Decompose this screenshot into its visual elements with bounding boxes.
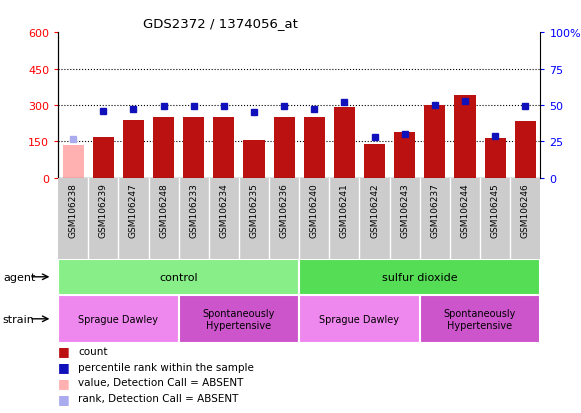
Bar (183, 118, 205, 178)
Text: GSM106236: GSM106236 (279, 183, 289, 237)
Text: sulfur dioxide: sulfur dioxide (382, 272, 458, 282)
Text: strain: strain (3, 314, 35, 324)
Text: GSM106247: GSM106247 (129, 183, 138, 237)
Text: GSM106245: GSM106245 (490, 183, 500, 237)
Bar (515, 121, 536, 178)
Bar (299, 259, 540, 295)
Text: Spontaneously
Hypertensive: Spontaneously Hypertensive (203, 308, 275, 330)
Bar (93, 137, 114, 178)
Text: GSM106243: GSM106243 (400, 183, 409, 237)
Bar (123, 120, 144, 178)
Bar (58, 295, 179, 343)
Text: Spontaneously
Hypertensive: Spontaneously Hypertensive (444, 308, 517, 330)
Bar (334, 108, 355, 178)
Bar (394, 133, 415, 178)
Bar (485, 138, 505, 178)
Text: ■: ■ (58, 376, 70, 389)
Text: ■: ■ (58, 392, 70, 405)
Bar (454, 96, 475, 178)
Bar (243, 141, 264, 178)
Bar (179, 295, 299, 343)
Text: GSM106248: GSM106248 (159, 183, 168, 237)
Bar (58, 259, 299, 295)
Bar (304, 118, 325, 178)
Text: GSM106235: GSM106235 (249, 183, 259, 237)
Text: Sprague Dawley: Sprague Dawley (78, 314, 159, 324)
Text: Sprague Dawley: Sprague Dawley (320, 314, 400, 324)
Text: GDS2372 / 1374056_at: GDS2372 / 1374056_at (144, 17, 298, 29)
Bar (424, 106, 446, 178)
Text: GSM106244: GSM106244 (461, 183, 469, 237)
Text: control: control (159, 272, 198, 282)
Text: GSM106238: GSM106238 (69, 183, 78, 237)
Bar (299, 295, 420, 343)
Text: GSM106237: GSM106237 (431, 183, 439, 237)
Text: rank, Detection Call = ABSENT: rank, Detection Call = ABSENT (78, 393, 239, 403)
Text: GSM106241: GSM106241 (340, 183, 349, 237)
Text: GSM106234: GSM106234 (220, 183, 228, 237)
Text: ■: ■ (58, 344, 70, 358)
Text: agent: agent (3, 272, 35, 282)
Text: GSM106239: GSM106239 (99, 183, 108, 237)
Text: GSM106233: GSM106233 (189, 183, 198, 237)
Text: value, Detection Call = ABSENT: value, Detection Call = ABSENT (78, 377, 244, 387)
Text: ■: ■ (58, 360, 70, 373)
Bar (153, 118, 174, 178)
Text: GSM106240: GSM106240 (310, 183, 319, 237)
Text: GSM106246: GSM106246 (521, 183, 530, 237)
Bar (420, 295, 540, 343)
Text: GSM106242: GSM106242 (370, 183, 379, 237)
Text: percentile rank within the sample: percentile rank within the sample (78, 362, 254, 372)
Bar (63, 146, 84, 178)
Bar (213, 118, 234, 178)
Text: count: count (78, 346, 108, 356)
Bar (274, 118, 295, 178)
Bar (364, 145, 385, 178)
